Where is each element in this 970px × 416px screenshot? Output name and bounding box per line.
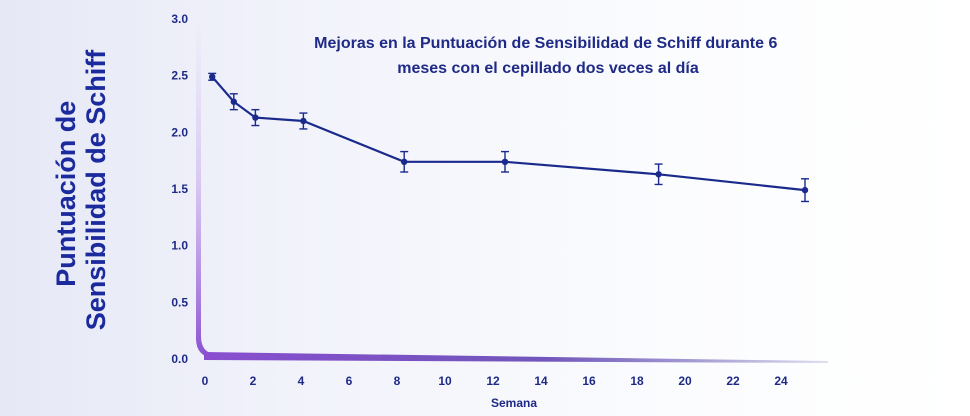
data-point [209,73,216,81]
x-tick-label: 20 [678,374,692,388]
axes [196,20,828,363]
y-tick-label: 3.0 [171,12,188,26]
x-tick-label: 4 [298,374,305,388]
x-ticks: 0 2 4 6 8 10 12 14 16 18 20 22 24 [202,374,788,388]
series-group [208,72,809,203]
x-axis-line [204,352,828,363]
data-point [230,98,237,105]
y-axis-line [196,20,214,358]
chart-title-line: Mejoras en la Puntuación de Sensibilidad… [314,35,777,52]
x-tick-label: 0 [202,374,209,388]
y-tick-label: 0.5 [171,295,188,309]
x-tick-label: 10 [438,374,452,388]
x-tick-label: 16 [582,374,596,388]
y-tick-label: 1.5 [171,182,188,196]
x-tick-label: 12 [486,374,500,388]
data-point [801,186,809,194]
chart-title: Mejoras en la Puntuación de Sensibilidad… [314,35,782,77]
data-point [655,171,662,178]
x-tick-label: 6 [346,374,353,388]
data-point [252,114,259,121]
x-axis-label: Semana [491,396,537,410]
x-tick-label: 24 [774,374,788,388]
x-tick-label: 8 [394,374,401,388]
y-axis-label-line: Sensibilidad de Schiff [81,49,111,331]
x-tick-label: 22 [726,374,740,388]
chart-title-line: meses con el cepillado dos veces al día [397,60,699,77]
y-tick-label: 2.0 [171,125,188,139]
data-point [300,117,307,125]
series-line [211,76,806,192]
x-tick-label: 2 [250,374,257,388]
y-tick-label: 0.0 [171,352,188,366]
data-point [401,158,408,165]
y-tick-label: 1.0 [171,239,188,253]
y-axis-label: Puntuación de Sensibilidad de Schiff [51,49,111,331]
x-tick-label: 18 [630,374,644,388]
x-tick-label: 14 [534,374,548,388]
y-axis-label-line: Puntuación de [51,101,81,287]
y-tick-label: 2.5 [171,69,188,83]
y-ticks: 0.0 0.5 1.0 1.5 2.0 2.5 3.0 [171,12,188,366]
data-point [501,158,509,165]
